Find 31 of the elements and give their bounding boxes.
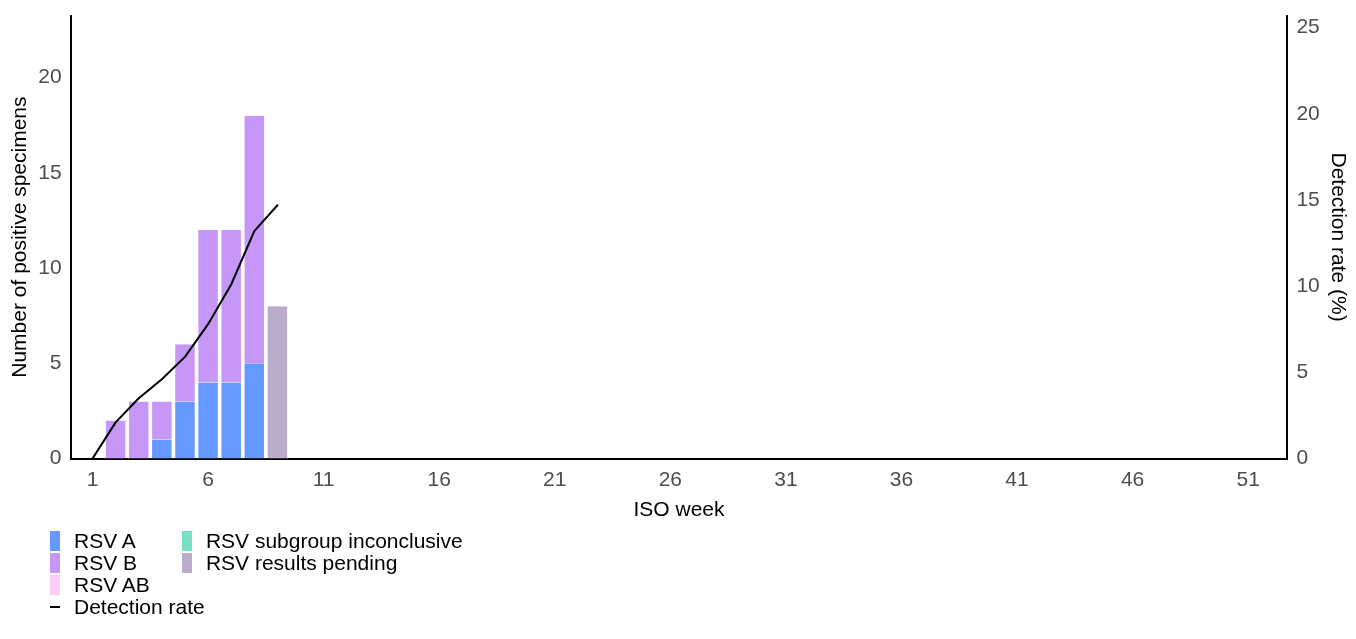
y-tick-label: 20 xyxy=(38,64,62,88)
x-tick-label: 51 xyxy=(1236,467,1260,490)
x-tick-label: 6 xyxy=(202,467,214,490)
y2-tick-label: 15 xyxy=(1296,186,1320,210)
y2-tick-label: 20 xyxy=(1296,100,1320,124)
x-tick-label: 41 xyxy=(1005,467,1029,490)
y-axis-title: Number of positive specimens xyxy=(7,96,31,378)
x-tick-label: 26 xyxy=(658,467,683,490)
y-tick-label: 0 xyxy=(49,445,62,469)
legend-label: RSV AB xyxy=(74,573,150,596)
legend-label: Detection rate xyxy=(74,595,205,618)
x-tick-label: 16 xyxy=(427,467,451,490)
x-tick-label: 11 xyxy=(312,467,335,490)
y2-tick-label: 25 xyxy=(1296,14,1320,38)
y2-axis-title: Detection rate (%) xyxy=(1327,152,1351,322)
y2-tick-label: 10 xyxy=(1296,273,1320,297)
y-tick-label: 15 xyxy=(38,159,62,183)
y2-tick-label: 0 xyxy=(1296,445,1309,469)
legend-label: RSV A xyxy=(74,529,136,552)
x-tick-label: 46 xyxy=(1120,467,1145,490)
legend-label: RSV results pending xyxy=(205,551,398,574)
x-tick-label: 21 xyxy=(543,467,567,490)
y-tick-label: 5 xyxy=(49,350,62,374)
x-tick-label: 31 xyxy=(774,467,798,490)
y2-tick-label: 5 xyxy=(1296,359,1309,383)
x-tick-label: 1 xyxy=(86,467,99,490)
y-tick-label: 10 xyxy=(38,254,62,278)
x-axis-title: ISO week xyxy=(633,497,726,521)
legend-label: RSV B xyxy=(74,551,138,574)
legend-label: RSV subgroup inconclusive xyxy=(205,529,463,552)
x-tick-label: 36 xyxy=(889,467,914,490)
